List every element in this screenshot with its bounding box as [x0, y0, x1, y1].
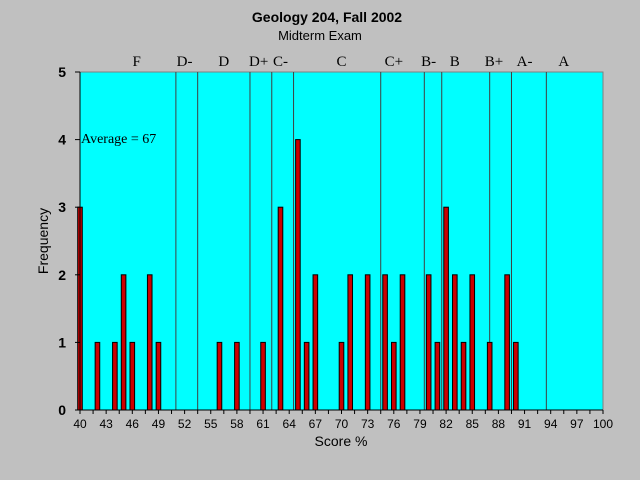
grade-label: B+ — [485, 54, 503, 70]
y-tick-label: 5 — [58, 64, 66, 80]
bar — [452, 274, 458, 411]
grade-label: B- — [421, 54, 436, 70]
x-tick-label: 49 — [152, 417, 166, 431]
y-tick-label: 2 — [58, 267, 66, 283]
bar — [504, 274, 510, 411]
grade-label: C+ — [385, 54, 403, 70]
bars — [77, 139, 519, 411]
x-tick-label: 79 — [413, 417, 427, 431]
bar — [443, 206, 449, 411]
bar — [347, 274, 354, 411]
bar — [129, 341, 136, 411]
bar — [469, 274, 476, 411]
x-axis-label: Score % — [315, 433, 368, 449]
y-axis: 0 1 2 3 4 5 — [58, 64, 81, 418]
bar — [303, 341, 310, 411]
bar — [391, 341, 397, 411]
x-tick-label: 82 — [439, 417, 453, 431]
x-tick-label: 70 — [335, 417, 349, 431]
bar — [513, 341, 519, 411]
x-tick-label: 73 — [361, 417, 375, 431]
y-tick-label: 0 — [58, 402, 66, 418]
x-tick-label: 61 — [256, 417, 270, 431]
x-tick-label: 46 — [126, 417, 140, 431]
grade-labels: F D- D D+ C- C C+ B- B B+ A- A — [132, 54, 569, 70]
bar — [260, 341, 266, 411]
bar — [425, 274, 432, 411]
chart-title: Geology 204, Fall 2002 — [252, 9, 402, 25]
y-axis-label: Frequency — [35, 208, 51, 274]
bar — [234, 341, 240, 411]
bar — [460, 341, 467, 411]
grade-label: D+ — [249, 54, 268, 70]
x-tick-label: 58 — [230, 417, 244, 431]
grade-boundaries — [175, 72, 547, 410]
x-tick-label: 40 — [73, 417, 87, 431]
grade-label: A- — [517, 54, 533, 70]
x-tick-label: 43 — [99, 417, 113, 431]
x-tick-label: 52 — [178, 417, 192, 431]
bar — [338, 341, 345, 411]
grade-label: A — [558, 54, 569, 70]
y-tick-label: 1 — [58, 334, 66, 350]
grade-label: C- — [273, 54, 288, 70]
y-tick-label: 4 — [58, 132, 66, 148]
bar — [94, 341, 101, 411]
x-tick-label: 97 — [570, 417, 584, 431]
x-axis: 40 43 46 49 52 55 58 61 64 67 70 73 76 79 82 85 88 91 94 97… — [73, 409, 613, 431]
bar — [382, 274, 388, 411]
bar — [434, 341, 441, 411]
chart-subtitle: Midterm Exam — [278, 28, 362, 43]
bar — [312, 274, 319, 411]
x-tick-label: 100 — [593, 417, 613, 431]
grade-label: F — [132, 54, 140, 70]
x-tick-label: 88 — [492, 417, 506, 431]
bar — [146, 274, 153, 411]
bar — [277, 206, 284, 411]
x-tick-label: 55 — [204, 417, 218, 431]
bar — [112, 341, 118, 411]
y-tick-label: 3 — [58, 199, 66, 215]
grade-label: C — [336, 54, 346, 70]
bar — [295, 139, 301, 411]
grade-label: D- — [177, 54, 193, 70]
x-tick-label: 85 — [466, 417, 480, 431]
x-tick-label: 76 — [387, 417, 401, 431]
grade-label: B — [450, 54, 460, 70]
x-tick-label: 91 — [518, 417, 532, 431]
bar — [399, 274, 406, 411]
x-tick-label: 67 — [309, 417, 323, 431]
average-annotation: Average = 67 — [81, 132, 156, 147]
bar — [216, 341, 223, 411]
bar — [364, 274, 371, 411]
bar — [120, 274, 127, 411]
bar — [486, 341, 493, 411]
bar — [155, 341, 162, 411]
grade-label: D — [218, 54, 229, 70]
x-tick-label: 64 — [283, 417, 297, 431]
x-tick-label: 94 — [544, 417, 558, 431]
